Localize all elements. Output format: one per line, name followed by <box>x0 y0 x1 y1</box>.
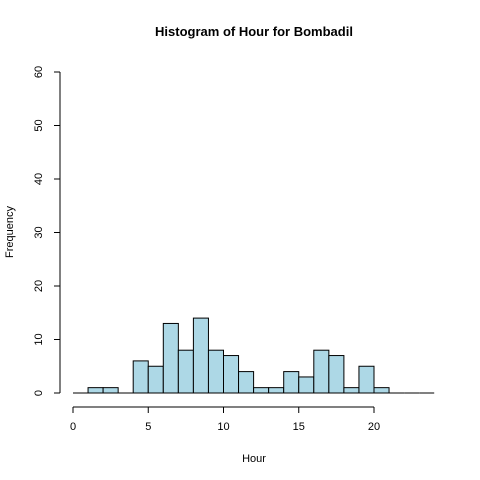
histogram-bar-19 <box>358 365 375 394</box>
histogram-bar-14 <box>283 371 300 394</box>
x-tick-label-2: 10 <box>217 421 229 433</box>
histogram-bar-16 <box>313 349 330 394</box>
x-axis: 0 5 10 15 20 <box>70 406 380 433</box>
y-tick-label-0: 0 <box>33 390 45 396</box>
y-tick-label-2: 20 <box>33 280 45 292</box>
histogram-bar-1 <box>87 387 104 394</box>
histogram-bar-15 <box>298 376 315 394</box>
y-tick-label-6: 60 <box>33 66 45 78</box>
histogram-bar-4 <box>132 360 149 394</box>
histogram-bar-20 <box>373 387 390 394</box>
x-tick-label-0: 0 <box>70 421 76 433</box>
chart-title: Histogram of Hour for Bombadil <box>155 24 353 39</box>
y-tick-label-1: 10 <box>33 333 45 345</box>
histogram-bars <box>73 317 435 394</box>
y-tick-label-4: 40 <box>33 173 45 185</box>
histogram-bar-9 <box>207 349 224 394</box>
histogram-bar-5 <box>147 365 164 394</box>
y-tick-label-5: 50 <box>33 119 45 131</box>
histogram-bar-2 <box>102 387 119 394</box>
y-axis-label: Frequency <box>4 206 16 258</box>
histogram-bar-7 <box>177 349 194 394</box>
y-axis: 0 10 20 30 40 50 60 <box>33 66 61 396</box>
x-tick-label-1: 5 <box>145 421 151 433</box>
histogram-bar-18 <box>343 387 360 394</box>
histogram-bar-17 <box>328 355 345 394</box>
histogram-bar-12 <box>253 387 270 394</box>
x-tick-label-4: 20 <box>368 421 380 433</box>
histogram-bar-8 <box>192 317 209 394</box>
x-tick-label-3: 15 <box>293 421 305 433</box>
histogram-bar-13 <box>268 387 285 394</box>
histogram-bar-11 <box>238 371 255 394</box>
y-tick-label-3: 30 <box>33 226 45 238</box>
histogram-bar-10 <box>223 355 240 394</box>
histogram-bar-6 <box>162 322 179 394</box>
x-axis-label: Hour <box>242 453 266 465</box>
